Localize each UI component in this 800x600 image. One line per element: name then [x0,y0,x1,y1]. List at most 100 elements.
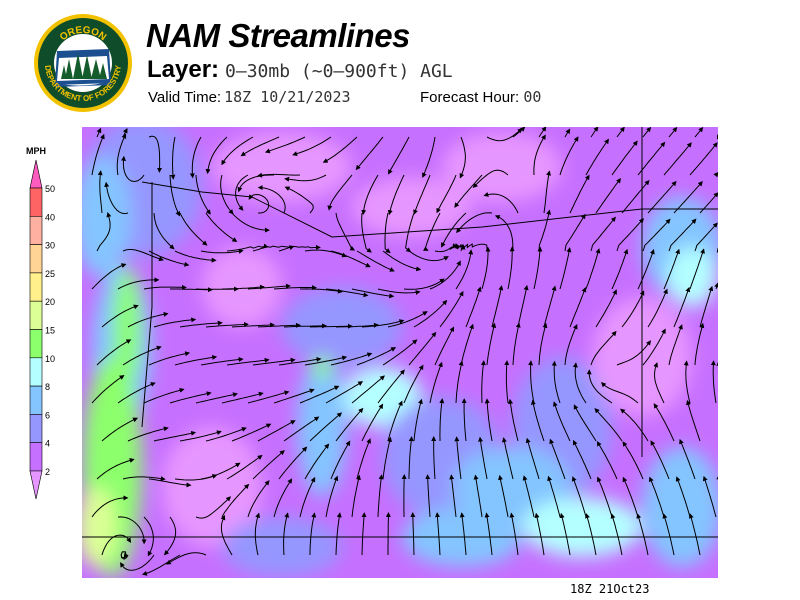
legend-arrow-below [29,470,43,500]
streamline [642,218,671,252]
streamline [596,441,618,480]
streamline [101,304,139,328]
streamline [205,136,228,175]
streamline [413,398,423,442]
streamline [689,142,718,176]
streamline [327,174,353,211]
streamline [91,133,105,176]
streamline [220,514,233,556]
streamline [153,430,197,442]
streamline [509,512,519,556]
streamline [522,475,535,518]
streamline [533,246,543,290]
streamline [673,286,691,328]
streamline [699,192,718,214]
streamline [642,127,652,138]
streamline [498,474,509,518]
streamline [694,127,704,138]
streamline [104,181,129,215]
streamline [512,322,521,366]
streamline [221,136,254,166]
streamline [590,330,617,366]
streamline [441,212,467,248]
streamline [525,437,540,480]
streamline [439,290,464,328]
streamline [543,170,552,214]
streamline [222,284,265,290]
streamline [127,311,169,328]
streamline [564,128,571,138]
legend-tick-label: 30 [45,241,55,251]
streamline [330,352,373,366]
streamline [663,142,692,176]
streamline [429,260,461,290]
streamline [508,398,519,442]
streamline [473,474,483,518]
streamline [247,390,290,404]
legend-tick-label: 15 [45,326,55,336]
streamline [480,360,486,404]
legend-tick-label: 10 [45,354,55,364]
streamline [559,247,572,290]
streamline [120,551,129,560]
streamline [585,138,609,176]
streamline [248,193,270,214]
streamline [596,476,613,518]
streamline [221,391,264,404]
forecast-hour-label: Forecast Hour: [420,89,520,106]
legend-tick-label: 6 [45,410,50,420]
streamline [595,289,617,328]
streamline [647,180,677,214]
streamline [226,243,269,252]
streamline [179,212,208,246]
streamline [465,286,482,328]
streamline [573,404,597,442]
streamline [713,171,718,178]
streamline [653,362,665,404]
streamline [179,320,223,328]
streamline [122,476,166,482]
legend-tick-label: 25 [45,269,55,279]
streamline [434,326,455,366]
streamline [278,244,321,252]
streamline [382,339,418,366]
streamline [273,388,315,404]
streamline [486,128,523,142]
streamline [284,186,314,214]
streamline [611,140,638,176]
streamline [247,480,270,518]
streamline [547,475,561,518]
streamline [552,401,571,442]
streamline [559,512,571,556]
streamline [403,364,424,404]
streamline [299,476,316,518]
streamline [647,288,668,328]
streamline [714,282,718,290]
streamline [361,174,379,215]
legend-swatch-6-8 [29,385,43,415]
streamline [351,474,361,518]
streamline [636,513,649,556]
streamline [283,512,290,556]
streamline [278,446,308,480]
streamline [252,357,296,366]
streamline [235,174,249,211]
legend-tick-label: 40 [45,212,55,222]
streamline [694,222,718,252]
streamline [530,399,545,442]
streamline [257,172,301,178]
streamline [637,249,655,290]
streamline [120,554,155,571]
streamline [702,475,717,518]
streamline [96,212,112,252]
streamline [195,174,211,215]
streamline [611,248,629,290]
streamline [174,354,218,366]
streamline [616,340,651,366]
streamline [335,407,364,442]
streamline [564,213,586,252]
legend-tick-label: 2 [45,467,50,477]
streamline [668,218,697,252]
streamline [325,475,339,518]
streamline [410,512,416,556]
